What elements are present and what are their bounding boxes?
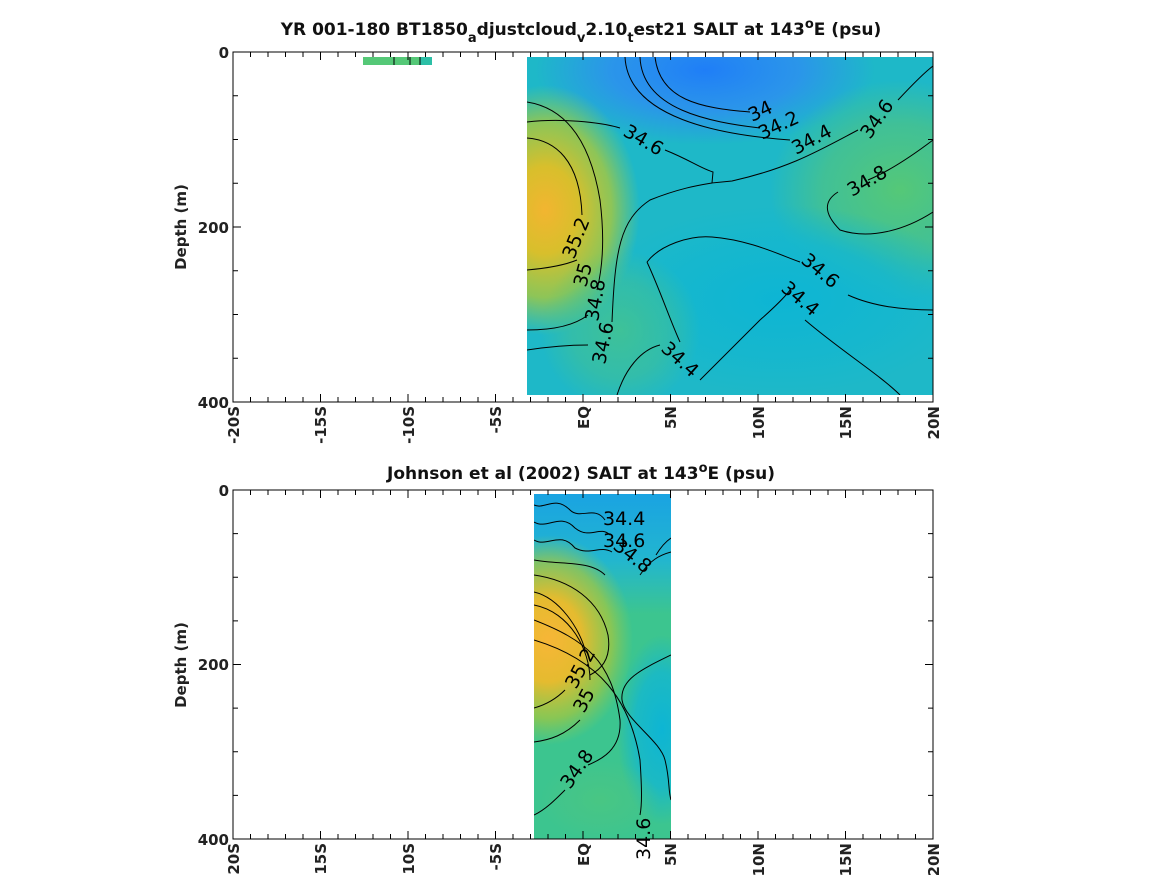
top-x-tick-label: 10N [750,406,768,439]
bottom-x-tick-label: 5N [662,843,680,866]
bottom-x-tick-marks [232,490,934,839]
top-y-tick-label: 200 [198,219,229,237]
bottom-x-tick-label: 10N [750,843,768,875]
top-x-tick-label: -5S [487,406,505,433]
top-x-tick-marks [232,52,934,402]
top-x-tick-label: -10S [400,406,418,444]
bottom-x-tick-label: 20N [925,843,943,875]
bottom-contours [534,502,671,816]
top-stray-patch [363,57,432,65]
bottom-panel: Johnson et al (2002) SALT at 143oE (psu)… [172,461,943,875]
bottom-y-tick-label: 400 [198,831,229,849]
top-y-tick-label: 0 [219,44,229,62]
bottom-y-axis-label: Depth (m) [172,622,190,708]
top-x-tick-label: EQ [575,406,593,429]
bottom-y-tick-label: 0 [219,482,229,500]
top-y-tick-label: 400 [198,394,229,412]
bottom-x-tick-label: 15N [837,843,855,875]
top-x-tick-label: -20S [225,406,243,444]
bottom-salinity-field [534,494,671,839]
top-y-tick-marks [233,51,933,403]
bottom-x-tick-label: -5S [487,843,505,870]
bottom-y-tick-marks [233,489,933,840]
top-panel: YR 001-180 BT1850adjustcloudv2.10test21 … [172,17,943,444]
bottom-title: Johnson et al (2002) SALT at 143oE (psu) [386,461,775,484]
top-x-tick-label: 20N [925,406,943,439]
bottom-y-tick-label: 200 [198,656,229,674]
top-title: YR 001-180 BT1850adjustcloudv2.10test21 … [280,17,881,46]
bottom-x-tick-label: -20S [225,843,243,875]
top-y-axis-label: Depth (m) [172,184,190,270]
top-contours [527,57,933,395]
top-x-tick-label: -15S [312,406,330,444]
bottom-contour-label: 34.4 [603,508,645,530]
bottom-x-tick-label: -10S [400,843,418,875]
top-x-tick-label: 15N [837,406,855,439]
top-x-tick-label: 5N [662,406,680,429]
bottom-contour-label: 34.6 [603,530,645,552]
bottom-x-tick-label: EQ [575,843,593,866]
bottom-x-tick-label: -15S [312,843,330,875]
